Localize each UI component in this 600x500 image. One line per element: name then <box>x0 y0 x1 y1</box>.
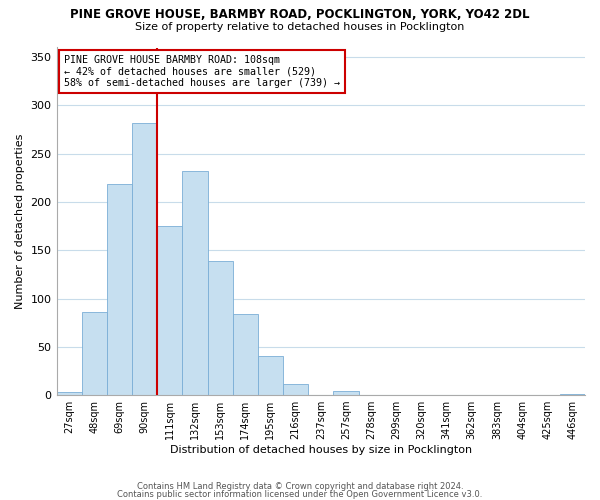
Text: PINE GROVE HOUSE BARMBY ROAD: 108sqm
← 42% of detached houses are smaller (529)
: PINE GROVE HOUSE BARMBY ROAD: 108sqm ← 4… <box>64 55 340 88</box>
Y-axis label: Number of detached properties: Number of detached properties <box>15 134 25 309</box>
Bar <box>157 226 182 395</box>
Bar <box>182 171 208 395</box>
Bar <box>233 314 258 395</box>
Bar <box>334 391 359 395</box>
Text: PINE GROVE HOUSE, BARMBY ROAD, POCKLINGTON, YORK, YO42 2DL: PINE GROVE HOUSE, BARMBY ROAD, POCKLINGT… <box>70 8 530 20</box>
Bar <box>82 312 107 395</box>
Text: Contains public sector information licensed under the Open Government Licence v3: Contains public sector information licen… <box>118 490 482 499</box>
Bar <box>208 261 233 395</box>
Bar <box>56 392 82 395</box>
X-axis label: Distribution of detached houses by size in Pocklington: Distribution of detached houses by size … <box>170 445 472 455</box>
Bar <box>107 184 132 395</box>
Text: Size of property relative to detached houses in Pocklington: Size of property relative to detached ho… <box>136 22 464 32</box>
Text: Contains HM Land Registry data © Crown copyright and database right 2024.: Contains HM Land Registry data © Crown c… <box>137 482 463 491</box>
Bar <box>132 123 157 395</box>
Bar <box>258 356 283 395</box>
Bar <box>283 384 308 395</box>
Bar <box>560 394 585 395</box>
